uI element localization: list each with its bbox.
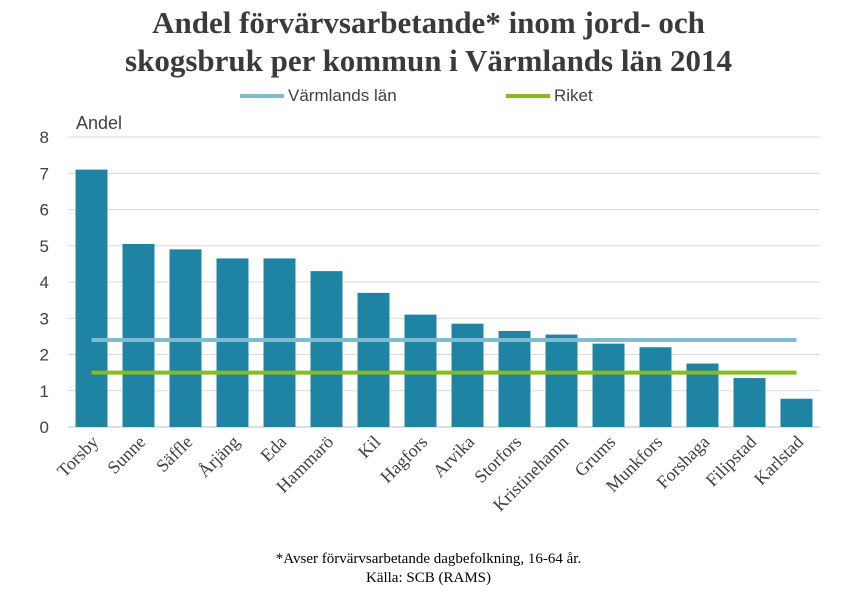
legend-label-varmlands-lan: Värmlands län [288,86,397,105]
bar-hammarö [310,271,343,427]
bars [75,169,813,427]
bar-årjäng [216,258,249,427]
y-tick-label: 4 [40,273,49,292]
x-tick-label: Torsby [53,432,102,481]
chart-legend: Värmlands län Riket [0,86,857,108]
y-tick-label: 2 [40,346,49,365]
y-tick-labels: 0 1 2 3 4 5 6 7 8 [40,128,49,437]
x-tick-label: Eda [256,432,290,466]
y-tick-label: 5 [40,237,49,256]
y-tick-label: 1 [40,382,49,401]
y-tick-label: 6 [40,201,49,220]
footnote-line-1: *Avser förvärvsarbetande dagbefolkning, … [275,551,582,567]
y-tick-label: 7 [40,164,49,183]
x-tick-label: Filipstad [702,432,761,491]
x-tick-label: Forshaga [653,432,714,493]
legend-label-riket: Riket [554,86,593,105]
chart-footnote: *Avser förvärvsarbetande dagbefolkning, … [0,550,857,588]
legend-swatch-riket [506,94,550,98]
bar-storfors [498,330,531,427]
bar-kristinehamn [545,334,578,427]
bar-torsby [75,169,108,427]
y-tick-label: 8 [40,128,49,147]
y-tick-label: 0 [40,418,49,437]
bar-grums [592,343,625,427]
y-axis-label: Andel [76,113,123,133]
reference-lines [91,338,797,375]
bar-eda [263,258,296,427]
legend-item-riket: Riket [506,86,593,106]
chart-title-line-2: skogsbruk per kommun i Värmlands län 201… [125,43,732,78]
bar-sunne [122,243,155,427]
legend-item-varmlands-lan: Värmlands län [240,86,397,106]
x-tick-label: Årjäng [194,432,243,481]
bar-munkfors [639,347,672,427]
x-tick-label: Säffle [152,432,196,476]
x-tick-label: Sunne [103,432,149,478]
bar-filipstad [733,378,766,427]
legend-swatch-varmlands-lan [240,94,284,98]
bar-karlstad [780,398,813,427]
bar-kil [357,292,390,427]
footnote-line-2: Källa: SCB (RAMS) [365,570,491,586]
y-tick-label: 3 [40,309,49,328]
chart-title: Andel förvärvsarbetande* inom jord- och … [0,4,857,80]
x-tick-label: Karlstad [750,432,807,489]
x-tick-label: Hagfors [376,432,431,487]
x-tick-label: Kil [354,432,384,462]
chart-title-line-1: Andel förvärvsarbetande* inom jord- och [152,5,705,40]
